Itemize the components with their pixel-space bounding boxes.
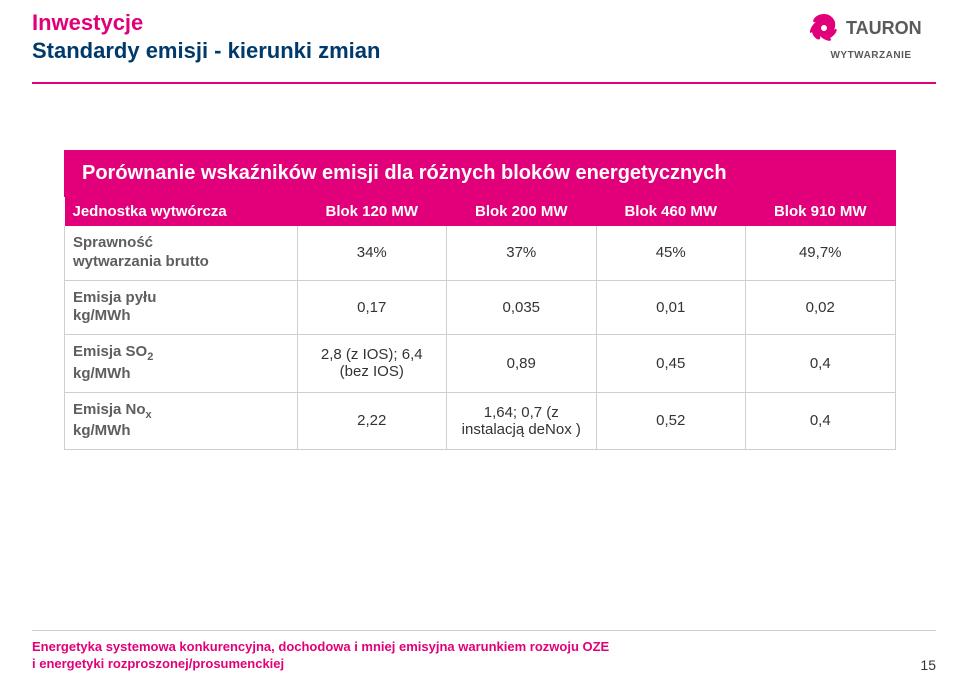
table-cell: 0,035 <box>447 280 596 335</box>
footer-rule <box>32 630 936 631</box>
tauron-logo-icon: TAURON <box>806 8 936 48</box>
logo: TAURON WYTWARZANIE <box>806 8 936 61</box>
table-row: Sprawnośćwytwarzania brutto34%37%45%49,7… <box>65 226 896 280</box>
col-header-unit: Jednostka wytwórcza <box>65 197 298 226</box>
row-label: Emisja Noxkg/MWh <box>65 392 298 450</box>
table-cell: 2,8 (z IOS); 6,4 (bez IOS) <box>297 335 446 393</box>
table-cell: 0,89 <box>447 335 596 393</box>
row-label: Emisja pyłukg/MWh <box>65 280 298 335</box>
logo-text: TAURON <box>846 18 922 38</box>
content: Porównanie wskaźników emisji dla różnych… <box>64 150 896 450</box>
col-header-0: Blok 120 MW <box>297 197 446 226</box>
table-cell: 0,4 <box>745 335 895 393</box>
table-row: Emisja pyłukg/MWh0,170,0350,010,02 <box>65 280 896 335</box>
logo-subtext: WYTWARZANIE <box>830 50 911 61</box>
table-banner: Porównanie wskaźników emisji dla różnych… <box>64 150 896 197</box>
header: Inwestycje Standardy emisji - kierunki z… <box>0 0 960 68</box>
table-cell: 1,64; 0,7 (z instalacją deNox ) <box>447 392 596 450</box>
header-rule <box>32 82 936 84</box>
table-row: Emisja Noxkg/MWh2,221,64; 0,7 (z instala… <box>65 392 896 450</box>
title-line-2: Standardy emisji - kierunki zmian <box>32 38 928 64</box>
table-cell: 0,02 <box>745 280 895 335</box>
col-header-1: Blok 200 MW <box>447 197 596 226</box>
table-cell: 49,7% <box>745 226 895 280</box>
footer-line-1: Energetyka systemowa konkurencyjna, doch… <box>32 639 609 654</box>
title-line-1: Inwestycje <box>32 10 928 36</box>
table-cell: 34% <box>297 226 446 280</box>
table-cell: 2,22 <box>297 392 446 450</box>
col-header-3: Blok 910 MW <box>745 197 895 226</box>
emissions-table: Jednostka wytwórcza Blok 120 MW Blok 200… <box>64 197 896 450</box>
table-cell: 0,45 <box>596 335 745 393</box>
footer-text: Energetyka systemowa konkurencyjna, doch… <box>32 639 609 673</box>
page-number: 15 <box>920 657 936 673</box>
table-cell: 0,01 <box>596 280 745 335</box>
row-label: Sprawnośćwytwarzania brutto <box>65 226 298 280</box>
row-label: Emisja SO2kg/MWh <box>65 335 298 393</box>
table-cell: 45% <box>596 226 745 280</box>
slide: Inwestycje Standardy emisji - kierunki z… <box>0 0 960 691</box>
footer-line-2: i energetyki rozproszonej/prosumenckiej <box>32 656 284 671</box>
table-cell: 0,4 <box>745 392 895 450</box>
col-header-2: Blok 460 MW <box>596 197 745 226</box>
table-cell: 0,17 <box>297 280 446 335</box>
table-body: Sprawnośćwytwarzania brutto34%37%45%49,7… <box>65 226 896 450</box>
table-header-row: Jednostka wytwórcza Blok 120 MW Blok 200… <box>65 197 896 226</box>
footer: Energetyka systemowa konkurencyjna, doch… <box>32 639 936 673</box>
table-cell: 37% <box>447 226 596 280</box>
table-row: Emisja SO2kg/MWh2,8 (z IOS); 6,4 (bez IO… <box>65 335 896 393</box>
table-cell: 0,52 <box>596 392 745 450</box>
